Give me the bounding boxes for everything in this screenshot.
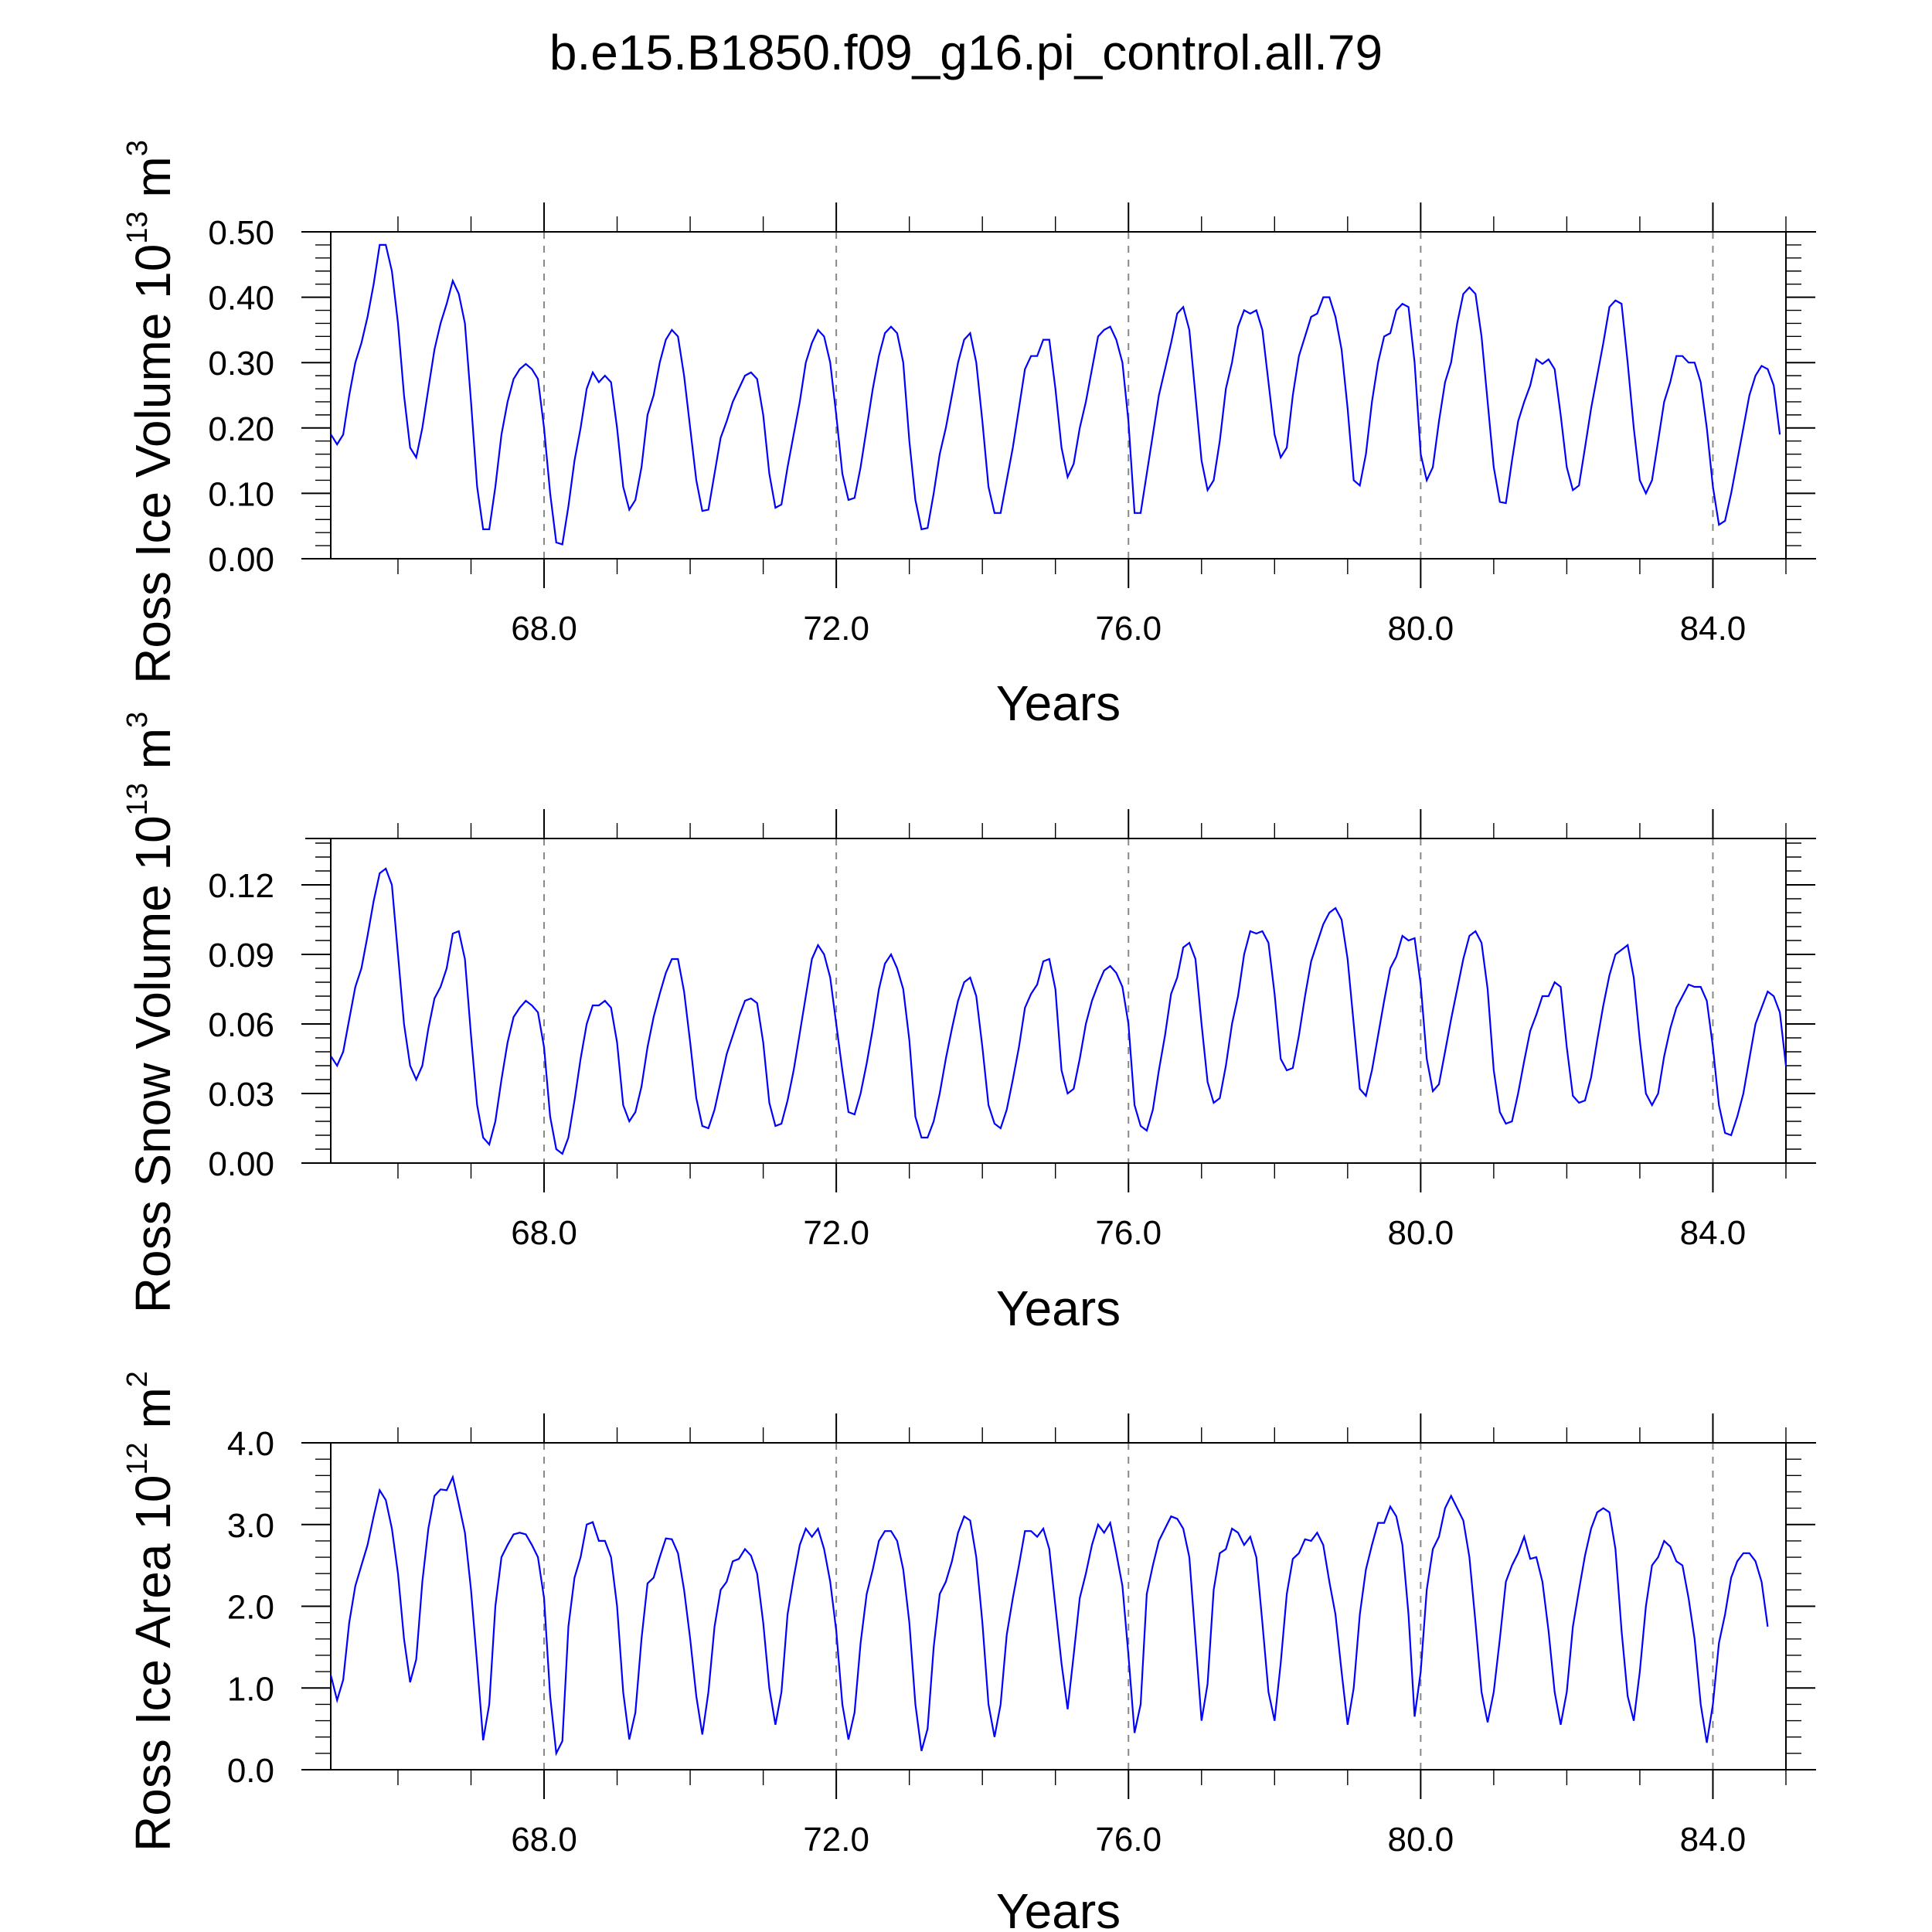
y-tick-label: 0.00 bbox=[208, 541, 274, 579]
x-tick-label: 72.0 bbox=[803, 610, 869, 648]
series-line bbox=[330, 1475, 1769, 1757]
plot-frame bbox=[330, 231, 1787, 560]
y-tick-label: 0.09 bbox=[208, 937, 274, 975]
panel-ross-ice-area: 68.0 72.0 76.0 80.0 84.0 0.0 1.0 2.0 3.0 4.0 Years… bbox=[121, 1371, 1816, 1932]
y-axis-label-unit: m bbox=[125, 156, 181, 211]
y-tick-label: 0.20 bbox=[208, 410, 274, 448]
y-axis-label-unit-exponent: 3 bbox=[121, 140, 154, 156]
y-tick-label: 0.03 bbox=[208, 1076, 274, 1114]
y-axis-label-unit-exponent: 3 bbox=[121, 712, 154, 728]
y-axis-label-exponent: 13 bbox=[121, 783, 154, 815]
y-tick-label: 2.0 bbox=[227, 1589, 274, 1627]
x-axis-label: Years bbox=[996, 1883, 1121, 1932]
panel-ross-snow-volume: 68.0 72.0 76.0 80.0 84.0 0.00 0.03 0.06 0.09 0.12… bbox=[121, 712, 1816, 1336]
y-tick-label: 0.30 bbox=[208, 345, 274, 383]
y-tick-label: 0.00 bbox=[208, 1145, 274, 1183]
x-tick-label: 72.0 bbox=[803, 1821, 869, 1859]
x-tick-label: 76.0 bbox=[1095, 610, 1162, 648]
y-axis-label-unit: m bbox=[125, 728, 181, 783]
x-tick-label: 80.0 bbox=[1388, 1821, 1454, 1859]
y-axis-label: Ross Ice Area 1012 m2 bbox=[121, 1371, 181, 1852]
x-tick-label: 80.0 bbox=[1388, 1214, 1454, 1252]
y-axis-label: Ross Snow Volume 1013 m3 bbox=[121, 712, 181, 1313]
x-tick-label: 84.0 bbox=[1680, 1214, 1747, 1252]
y-axis-label-text: Ross Ice Volume 10 bbox=[125, 244, 181, 684]
y-axis-label-text: Ross Ice Area 10 bbox=[125, 1475, 181, 1852]
plot-frame bbox=[330, 1442, 1787, 1770]
y-tick-label: 3.0 bbox=[227, 1507, 274, 1545]
y-axis-label-exponent: 12 bbox=[121, 1442, 154, 1475]
y-tick-label: 0.40 bbox=[208, 280, 274, 318]
y-tick-label: 0.12 bbox=[208, 867, 274, 905]
x-tick-label: 76.0 bbox=[1095, 1214, 1162, 1252]
x-tick-label: 72.0 bbox=[803, 1214, 869, 1252]
y-axis-label-unit: m bbox=[125, 1387, 181, 1442]
y-axis-label-text: Ross Snow Volume 10 bbox=[125, 815, 181, 1313]
panel-ross-ice-volume: 68.0 72.0 76.0 80.0 84.0 0.00 0.10 0.20 0.30 0.40… bbox=[121, 140, 1816, 731]
y-axis-label-exponent: 13 bbox=[121, 211, 154, 243]
y-tick-label: 0.50 bbox=[208, 214, 274, 252]
x-tick-label: 84.0 bbox=[1680, 1821, 1747, 1859]
y-tick-label: 1.0 bbox=[227, 1670, 274, 1708]
y-tick-label: 0.0 bbox=[227, 1752, 274, 1790]
y-axis-label-unit-exponent: 2 bbox=[121, 1371, 154, 1387]
x-tick-label: 76.0 bbox=[1095, 1821, 1162, 1859]
y-axis-label: Ross Ice Volume 1013 m3 bbox=[121, 140, 181, 684]
y-tick-label: 0.10 bbox=[208, 475, 274, 513]
series-line bbox=[330, 243, 1781, 546]
y-tick-label: 0.06 bbox=[208, 1006, 274, 1044]
x-tick-label: 84.0 bbox=[1680, 610, 1747, 648]
x-tick-label: 68.0 bbox=[511, 1821, 577, 1859]
figure-title: b.e15.B1850.f09_g16.pi_control.all.79 bbox=[549, 25, 1383, 80]
y-tick-label: 4.0 bbox=[227, 1425, 274, 1463]
x-axis-label: Years bbox=[996, 675, 1121, 731]
x-tick-label: 68.0 bbox=[511, 610, 577, 648]
x-tick-label: 80.0 bbox=[1388, 610, 1454, 648]
x-tick-label: 68.0 bbox=[511, 1214, 577, 1252]
plot-frame bbox=[330, 838, 1787, 1164]
x-axis-label: Years bbox=[996, 1281, 1121, 1336]
series-line bbox=[330, 867, 1787, 1155]
